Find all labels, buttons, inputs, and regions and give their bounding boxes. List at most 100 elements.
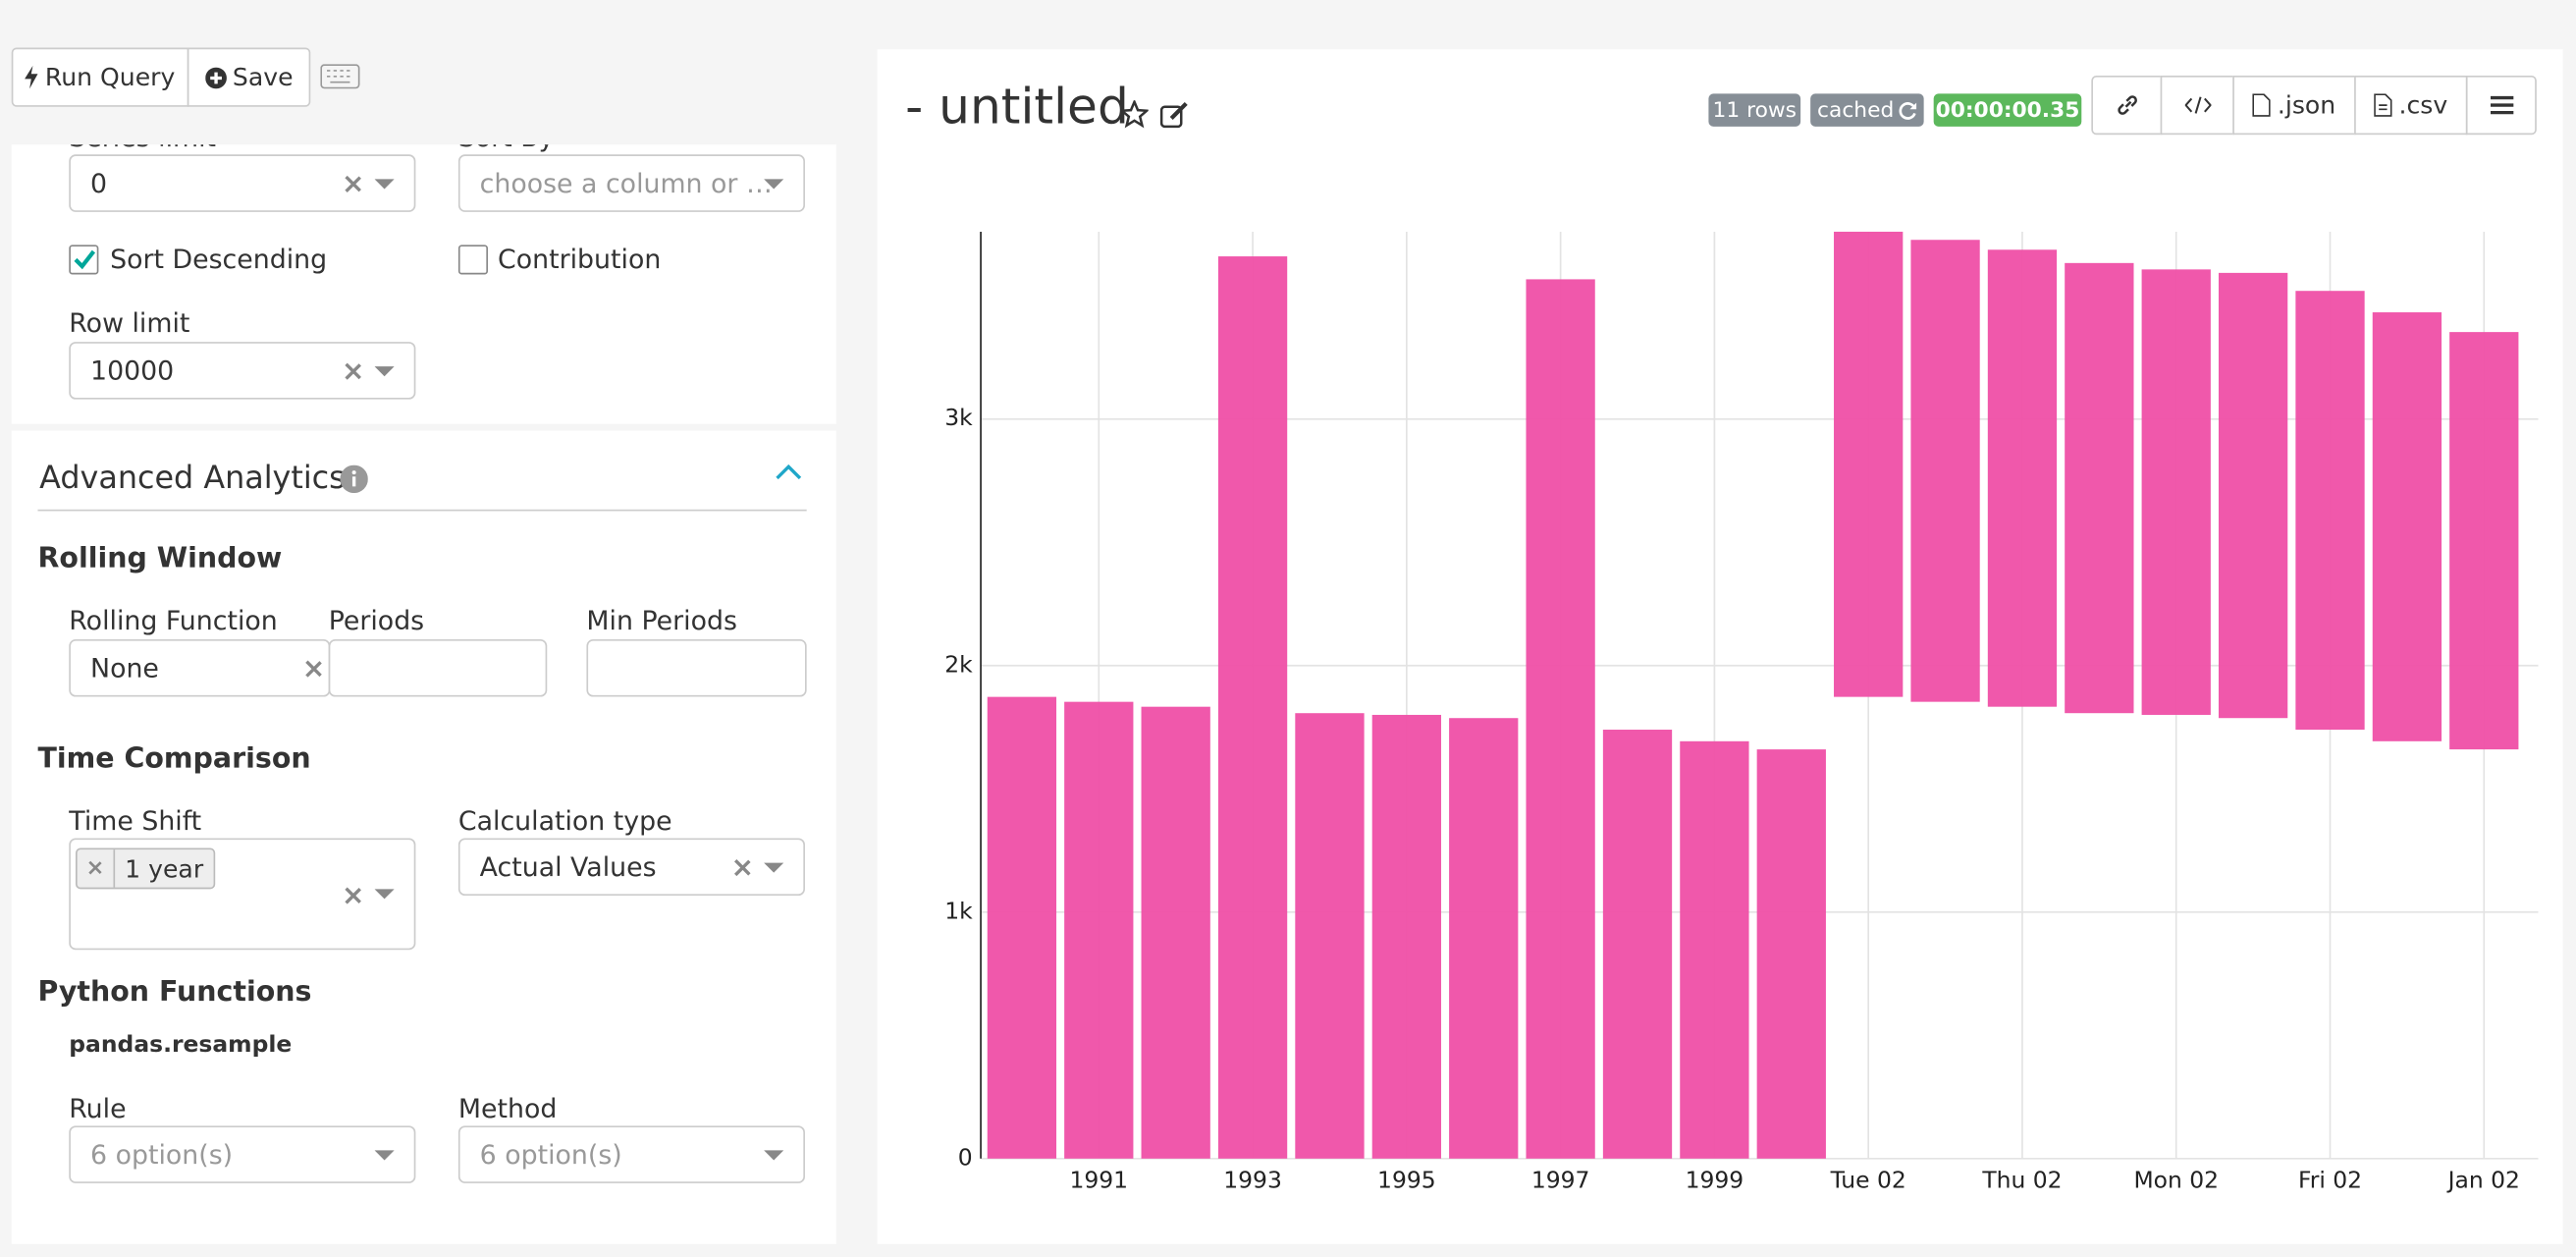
bar [1526,279,1595,1159]
keyboard-icon[interactable] [320,64,360,89]
x-tick-label: Jan 02 [2446,1167,2520,1194]
y-tick-label: 2k [944,650,973,678]
code-icon [2183,96,2211,114]
cache-badge[interactable]: cached [1810,93,1924,127]
label: Rule [69,1092,127,1124]
x-tick-label: Fri 02 [2298,1167,2362,1194]
chart: 0 1k 2k 3k 1991 1993 1995 1997 1999 Tue 02 Thu 02 M… [944,231,2539,1194]
info-icon[interactable] [340,465,368,494]
dropdown-arrow [764,178,784,189]
json-button[interactable]: .json [2232,75,2356,136]
sort-by-select[interactable]: choose a column or a… [457,154,805,212]
section-title: Advanced Analytics [39,460,346,497]
dropdown-arrow [374,365,395,376]
time-shift-select[interactable]: 1 year [69,838,416,951]
checkbox[interactable] [69,245,99,275]
bar [987,696,1057,1159]
json-label: .json [2277,90,2336,121]
bar [1295,713,1365,1159]
bolt-icon [25,65,39,89]
periods-input[interactable] [328,638,548,697]
label: Row limit [69,306,190,339]
checkbox[interactable] [457,245,489,275]
label: Rolling Function [69,604,278,636]
y-tick-label: 1k [944,897,973,924]
select-value: 0 [90,167,108,199]
bar [1680,740,1749,1159]
subsection-title: Python Functions [37,976,312,1010]
select-placeholder: 6 option(s) [90,1138,234,1171]
dropdown-arrow [374,1149,395,1160]
tag: 1 year [75,847,215,890]
tag-remove[interactable] [78,849,116,888]
label: Calculation type [457,804,672,837]
min-periods-input[interactable] [586,638,807,697]
x-tick-label: Mon 02 [2133,1167,2219,1194]
rule-select[interactable]: 6 option(s) [69,1125,416,1183]
refresh-icon [1899,101,1916,119]
bar [1449,718,1519,1159]
tag-label: 1 year [125,853,204,884]
csv-button[interactable]: .csv [2354,75,2468,136]
run-query-button[interactable]: Run Query [11,47,189,107]
file-icon [2374,93,2392,117]
bar [1602,730,1673,1159]
duration-badge: 00:00:00.35 [1933,93,2082,127]
menu-icon [2490,95,2513,115]
x-tick-label: 1997 [1531,1167,1590,1194]
collapse-chevron[interactable] [776,464,802,480]
x-tick-label: 1993 [1223,1167,1282,1194]
plus-icon [204,66,227,88]
dropdown-arrow [374,889,395,900]
select-placeholder: choose a column or a… [479,167,776,199]
subsection-title: Rolling Window [37,542,283,575]
rolling-function-select[interactable]: None [69,638,331,697]
label: Sort By [458,144,555,152]
menu-button[interactable] [2465,75,2537,136]
bar [1987,249,2058,707]
cache-label: cached [1817,97,1895,123]
query-panel: Series limit Sort By 0 choose a column o… [11,144,836,424]
link-button[interactable] [2091,75,2163,136]
checkmark [74,249,96,270]
clear-icon[interactable] [734,859,751,876]
series-limit-select[interactable]: 0 [69,154,416,212]
label: Series limit [69,144,216,152]
star-icon[interactable] [1120,100,1149,129]
bar [1834,231,1904,697]
subsection-title: Time Comparison [37,742,311,776]
file-icon [2252,93,2272,117]
bar [1756,749,1826,1159]
chart-title[interactable]: - untitled [905,79,1129,137]
dropdown-arrow [764,861,784,872]
bar [1217,256,1288,1159]
y-tick-label: 0 [958,1143,973,1171]
bar [1064,701,1134,1159]
clear-icon[interactable] [305,661,322,678]
calculation-type-select[interactable]: Actual Values [457,838,805,897]
label: Method [457,1092,558,1124]
dropdown-arrow [764,1149,784,1160]
csv-label: .csv [2398,90,2448,121]
clear-icon[interactable] [345,363,361,380]
embed-button[interactable] [2160,75,2234,136]
row-limit-select[interactable]: 10000 [69,342,416,400]
bar [2141,269,2211,715]
save-button[interactable]: Save [187,47,311,107]
clear-icon[interactable] [345,176,361,192]
link-icon [2117,95,2137,115]
bar [2372,312,2442,741]
edit-icon[interactable] [1159,100,1189,129]
bar [2449,332,2519,750]
clear-icon[interactable] [345,888,361,904]
select-value: Actual Values [479,850,657,883]
method-select[interactable]: 6 option(s) [457,1125,805,1183]
label: Time Shift [69,804,202,837]
x-tick-label: Tue 02 [1830,1167,1906,1194]
remove-icon[interactable] [88,861,101,874]
bar [2218,272,2288,719]
y-tick-label: 3k [944,404,973,431]
bar [1910,240,1980,702]
